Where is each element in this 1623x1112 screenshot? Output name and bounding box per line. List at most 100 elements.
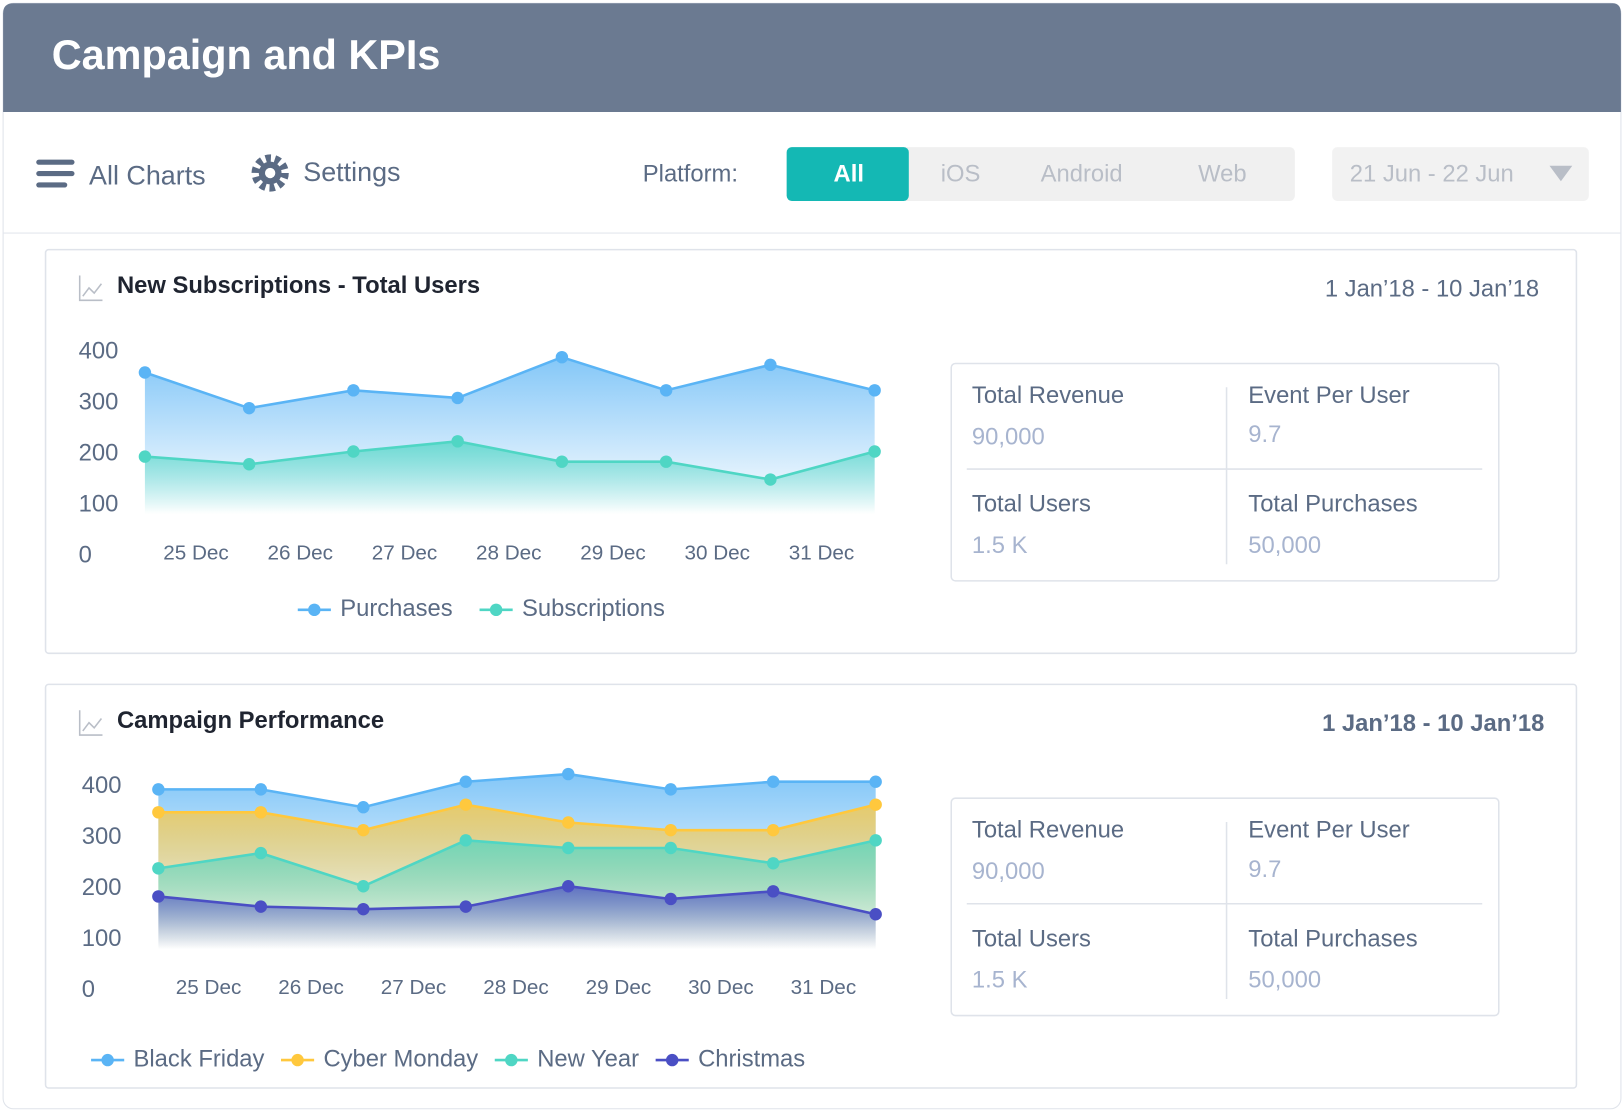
data-point xyxy=(347,445,360,458)
menu-icon[interactable] xyxy=(36,159,75,188)
x-tick-label: 30 Dec xyxy=(684,541,750,564)
data-point xyxy=(664,841,677,855)
series-line xyxy=(158,884,876,916)
data-point xyxy=(766,885,780,898)
platform-selected xyxy=(786,147,909,201)
y-tick-label: 200 xyxy=(79,439,119,466)
kpi-value: 1.5 K xyxy=(972,967,1028,994)
platform-option[interactable]: Android xyxy=(1041,160,1123,187)
kpi-value: 9.7 xyxy=(1248,421,1281,448)
data-point xyxy=(152,890,165,903)
date-range: 1 Jan’18 - 10 Jan’18 xyxy=(1325,275,1539,302)
data-point xyxy=(451,391,464,405)
x-tick-label: 25 Dec xyxy=(163,541,229,564)
data-point xyxy=(152,862,165,875)
date-filter-label: 21 Jun - 22 Jun xyxy=(1350,160,1514,187)
kpi-value: 9.7 xyxy=(1248,856,1281,883)
y-tick-label: 0 xyxy=(82,976,95,1003)
series-line xyxy=(144,355,875,410)
data-point xyxy=(562,841,575,855)
platform-toggle xyxy=(786,147,1295,201)
header-bar xyxy=(3,3,1621,112)
x-tick-label: 26 Dec xyxy=(267,541,333,564)
data-point xyxy=(347,384,360,397)
data-point xyxy=(664,783,677,796)
data-point xyxy=(766,857,780,870)
kpi-label: Total Purchases xyxy=(1248,491,1417,518)
legend-item: New Year xyxy=(494,1045,639,1072)
chart-title: Campaign Performance xyxy=(117,707,384,734)
y-tick-label: 100 xyxy=(82,925,122,952)
legend-dot xyxy=(505,1053,518,1067)
x-tick-label: 27 Dec xyxy=(372,541,438,564)
chart-panel: Campaign Performance 1 Jan’18 - 10 Jan’18… xyxy=(44,683,1578,1089)
data-point xyxy=(459,775,472,788)
y-tick-label: 400 xyxy=(82,772,122,799)
menu-bar xyxy=(36,182,68,188)
platform-option[interactable]: iOS xyxy=(941,160,981,187)
legend-label: Christmas xyxy=(698,1045,805,1072)
data-point xyxy=(357,880,370,893)
header-title: Campaign and KPIs xyxy=(52,32,441,78)
chart-title: New Subscriptions - Total Users xyxy=(117,272,480,299)
legend-item: Purchases xyxy=(297,595,453,622)
chart-icon xyxy=(78,275,103,302)
legend-dot xyxy=(308,603,321,617)
platform-option[interactable]: All xyxy=(834,160,864,187)
data-point xyxy=(254,846,268,860)
series-line xyxy=(144,439,875,481)
x-tick-label: 29 Dec xyxy=(580,541,646,564)
data-point xyxy=(868,384,881,397)
kpi-value: 50,000 xyxy=(1248,532,1321,559)
area-fill xyxy=(144,441,875,515)
dropdown-arrow xyxy=(1549,165,1573,182)
settings-icon[interactable] xyxy=(251,154,289,192)
y-tick-label: 200 xyxy=(82,874,122,901)
gear-teeth xyxy=(251,154,289,192)
data-point xyxy=(451,435,464,448)
data-point xyxy=(869,798,882,811)
data-point xyxy=(664,892,677,906)
legend-item: Christmas xyxy=(655,1045,805,1072)
series-line xyxy=(158,772,876,809)
data-point xyxy=(659,455,673,468)
kpi-label: Event Per User xyxy=(1248,382,1409,409)
data-point xyxy=(152,806,165,819)
kpi-box xyxy=(950,362,1500,582)
legend-item: Subscriptions xyxy=(479,595,665,622)
y-tick-label: 100 xyxy=(79,490,119,517)
data-point xyxy=(764,473,777,486)
kpi-label: Total Revenue xyxy=(972,382,1124,409)
legend-label: Purchases xyxy=(340,595,453,622)
data-point xyxy=(562,880,575,893)
data-point xyxy=(869,775,882,788)
gear-hole xyxy=(264,167,276,179)
all-charts-button[interactable]: All Charts xyxy=(89,160,206,190)
date-filter[interactable] xyxy=(1332,147,1589,201)
data-point xyxy=(254,806,268,819)
platform-option[interactable]: Web xyxy=(1198,160,1247,187)
data-point xyxy=(764,358,777,372)
data-point xyxy=(357,902,370,916)
data-point xyxy=(138,450,152,463)
kpi-value: 50,000 xyxy=(1248,967,1321,994)
kpi-value: 90,000 xyxy=(972,858,1045,885)
y-tick-label: 400 xyxy=(79,337,119,364)
data-point xyxy=(242,458,256,471)
settings-button[interactable]: Settings xyxy=(303,157,400,187)
chart-panel: New Subscriptions - Total Users 1 Jan’18 … xyxy=(44,248,1578,655)
data-point xyxy=(659,384,673,397)
x-tick-label: 30 Dec xyxy=(688,976,754,999)
menu-bar xyxy=(36,170,75,177)
kpi-label: Event Per User xyxy=(1248,817,1409,844)
x-tick-label: 27 Dec xyxy=(381,976,447,999)
x-tick-label: 31 Dec xyxy=(791,976,857,999)
kpi-value: 90,000 xyxy=(972,423,1045,450)
legend-label: Cyber Monday xyxy=(323,1045,478,1072)
y-tick-label: 300 xyxy=(82,823,122,850)
date-range: 1 Jan’18 - 10 Jan’18 xyxy=(1322,710,1544,737)
kpi-label: Total Users xyxy=(972,491,1091,518)
data-point xyxy=(152,783,165,796)
